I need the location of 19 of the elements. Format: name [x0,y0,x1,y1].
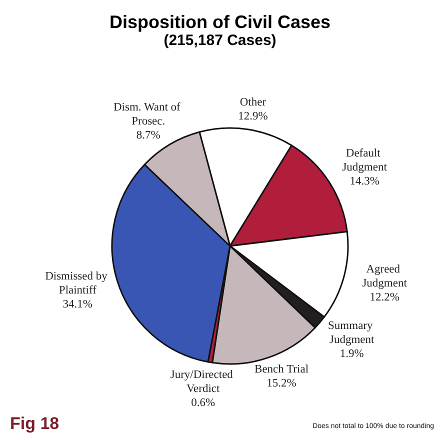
slice-label: Dism. Want of Prosec. [113,101,184,128]
data-label: 8.7% [136,129,161,142]
slice-label: Agreed Judgment [362,264,408,290]
data-label: 34.1% [62,298,93,310]
data-label: 12.9% [238,110,268,122]
data-label: 12.2% [370,292,400,304]
slice-label: Default Judgment [342,148,388,174]
chart-title: Disposition of Civil Cases [109,12,331,32]
chart-subtitle: (215,187 Cases) [164,32,276,49]
data-label: 14.3% [350,176,380,188]
slice-label: Other [240,96,266,108]
slice-label: Bench Trial [254,364,309,376]
slice-label: Summary Judgment [328,320,376,346]
data-label: 15.2% [266,378,297,390]
slice-label: Jury/Directed Verdict [170,368,236,395]
data-label: 0.6% [191,396,216,409]
caption: Fig 18 [10,414,60,433]
data-label: 1.9% [340,348,364,360]
slice-label: Dismissed by Plaintiff [45,270,110,296]
